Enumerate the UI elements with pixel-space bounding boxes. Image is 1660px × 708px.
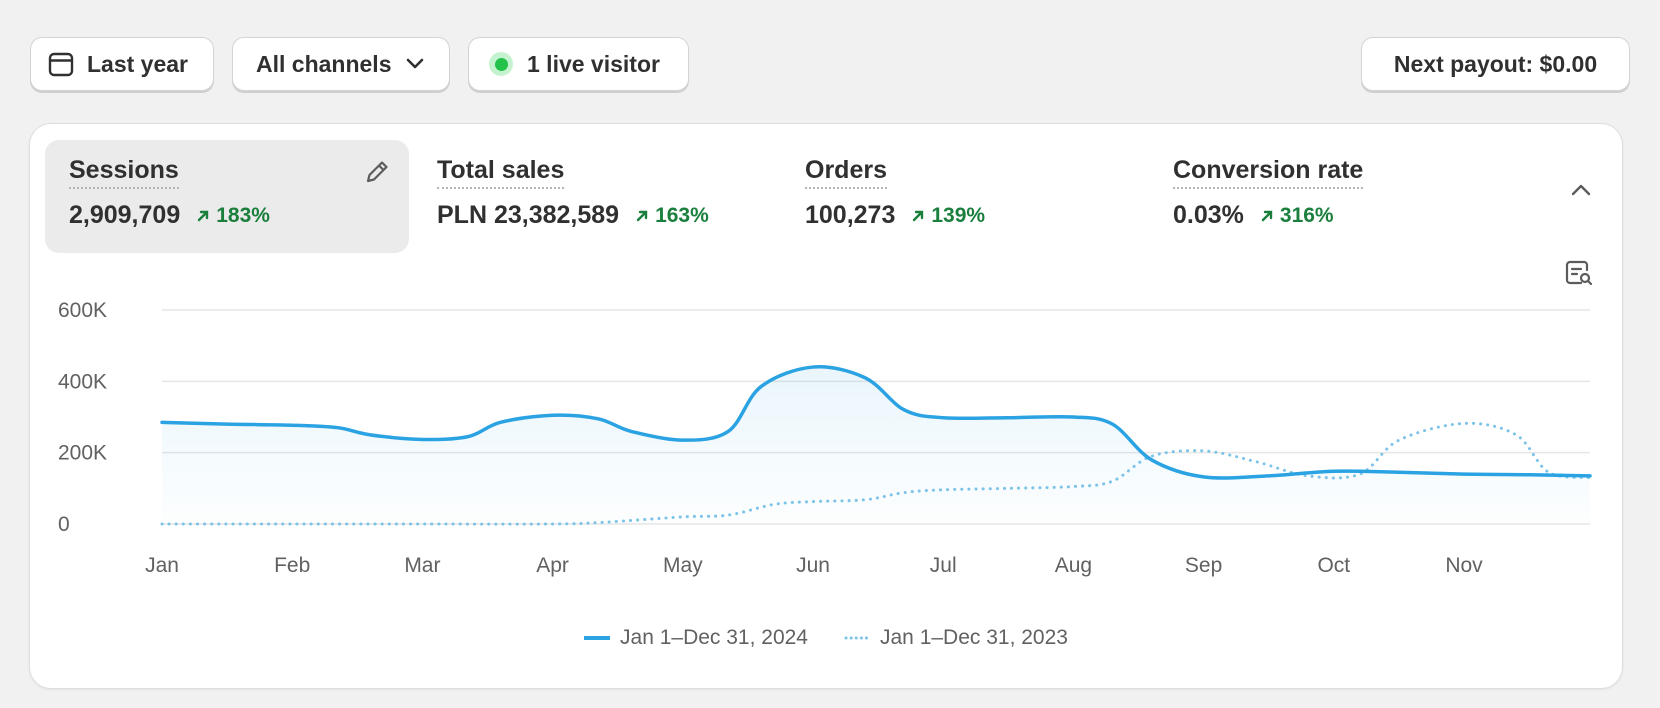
metric-change-value: 316% (1279, 204, 1334, 227)
chart-search-icon[interactable] (1564, 258, 1594, 293)
metric-change: 183% (196, 204, 270, 228)
x-tick-label: Nov (1445, 554, 1483, 577)
sessions-line-chart: 600K 400K 200K 0 Jan Feb Mar Apr May Jun Jul Aug Sep… (58, 299, 1592, 577)
metric-change: 316% (1260, 204, 1334, 228)
metric-title[interactable]: Orders (805, 156, 887, 189)
chevron-down-icon (405, 57, 425, 71)
arrow-up-right-icon (1261, 210, 1273, 222)
y-tick-label: 0 (58, 513, 70, 536)
y-tick-label: 200K (58, 442, 107, 465)
x-tick-label: May (663, 554, 703, 577)
metric-value: 0.03% (1173, 201, 1244, 229)
y-tick-label: 600K (58, 299, 107, 322)
chevron-up-icon[interactable] (1570, 182, 1592, 203)
live-visitors-label: 1 live visitor (527, 50, 660, 77)
x-tick-label: Oct (1317, 554, 1350, 577)
metric-orders[interactable]: Orders 100,273 139% (781, 140, 1145, 253)
date-range-button[interactable]: Last year (30, 37, 214, 91)
next-payout-label: Next payout: $0.00 (1393, 50, 1598, 77)
metric-sessions[interactable]: Sessions 2,909,709 183% (45, 140, 409, 253)
channels-label: All channels (256, 50, 392, 77)
series-area-current (162, 366, 1590, 524)
series-line-previous (160, 421, 1592, 526)
legend-item-current: Jan 1–Dec 31, 2024 (584, 626, 808, 650)
analytics-card: Sessions 2,909,709 183% Total sales PLN … (29, 123, 1623, 689)
metric-conversion-rate[interactable]: Conversion rate 0.03% 316% (1149, 140, 1513, 253)
x-tick-label: Jun (796, 554, 830, 577)
next-payout-button[interactable]: Next payout: $0.00 (1361, 37, 1630, 91)
pencil-icon[interactable] (363, 158, 391, 191)
metric-value: PLN 23,382,589 (437, 201, 620, 229)
x-tick-label: Apr (536, 554, 569, 577)
arrow-up-right-icon (198, 210, 209, 222)
metric-value: 100,273 (805, 201, 896, 229)
x-tick-label: Jan (145, 554, 179, 577)
x-tick-label: Feb (274, 554, 310, 577)
chart-legend: Jan 1–Dec 31, 2024 Jan 1–Dec 31, 2023 (30, 626, 1622, 650)
live-status-dot (489, 52, 513, 76)
metric-change: 163% (635, 204, 709, 228)
date-range-label: Last year (87, 50, 189, 77)
metric-total-sales[interactable]: Total sales PLN 23,382,589 163% (413, 140, 777, 253)
x-tick-label: Aug (1055, 554, 1092, 577)
metric-change-value: 183% (216, 204, 270, 227)
metric-title[interactable]: Total sales (437, 156, 565, 189)
metric-title[interactable]: Sessions (69, 156, 179, 189)
calendar-icon (47, 50, 75, 78)
y-tick-label: 400K (58, 370, 107, 393)
x-tick-label: Jul (930, 554, 957, 577)
x-tick-label: Sep (1185, 554, 1222, 577)
metric-change: 139% (911, 204, 985, 228)
metric-change-value: 163% (655, 204, 709, 227)
x-tick-label: Mar (404, 554, 440, 577)
arrow-up-right-icon (913, 210, 924, 222)
metric-title[interactable]: Conversion rate (1173, 156, 1364, 189)
channels-dropdown[interactable]: All channels (232, 37, 450, 91)
arrow-up-right-icon (636, 210, 648, 222)
legend-item-previous: Jan 1–Dec 31, 2023 (844, 626, 1068, 650)
legend-solid-line-swatch (584, 636, 611, 640)
live-visitors-button[interactable]: 1 live visitor (468, 37, 689, 91)
metric-value: 2,909,709 (69, 201, 181, 229)
legend-previous-label: Jan 1–Dec 31, 2023 (880, 626, 1068, 649)
legend-current-label: Jan 1–Dec 31, 2024 (620, 626, 808, 649)
series-line-current (160, 365, 1592, 480)
toolbar: Last year All channels 1 live visitor Ne… (30, 37, 1630, 91)
legend-dotted-line-swatch (844, 636, 870, 640)
metric-change-value: 139% (931, 204, 986, 227)
